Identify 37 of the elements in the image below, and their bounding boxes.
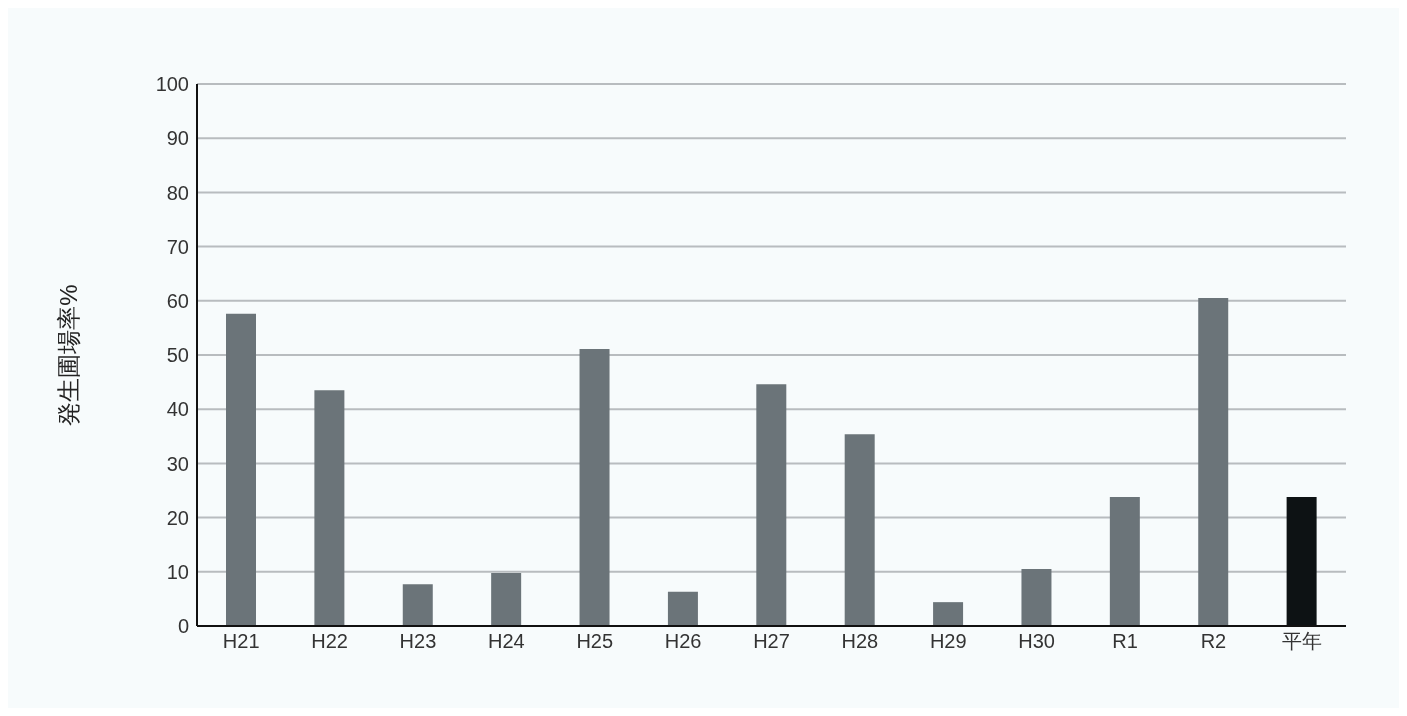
y-tick-label: 10 [166,560,189,583]
x-tick-label: H25 [576,630,614,653]
y-tick-label: 70 [166,235,189,258]
bar [579,349,610,626]
x-tick-label: H30 [1018,630,1056,653]
x-tick-label: H27 [753,630,790,653]
y-tick-label: 20 [166,506,189,529]
bar [756,384,787,626]
y-tick-label: 40 [166,398,189,421]
bar [844,434,875,626]
x-tick-label: H23 [399,630,437,653]
y-tick-label: 90 [166,127,189,150]
x-tick-label: H21 [222,630,260,653]
x-tick-label: 平年 [1281,630,1322,653]
x-tick-label: H28 [841,630,879,653]
y-tick-label: 80 [166,181,189,204]
bar [1109,497,1140,626]
x-tick-label: R1 [1112,630,1138,653]
bar [1021,569,1052,626]
y-tick-label: 0 [177,615,189,638]
y-axis-title: 発生圃場率% [54,284,82,426]
y-tick-label: 100 [155,73,189,96]
x-tick-label: H22 [311,630,348,653]
y-tick-label: 50 [166,344,189,367]
bar [314,390,345,626]
bar [226,313,256,626]
y-tick-label: 30 [166,452,189,475]
bar [933,602,964,626]
x-tick-label: H26 [664,630,702,653]
bar [667,591,698,626]
bar [402,584,433,626]
bar [491,572,522,626]
x-tick-label: H29 [929,630,967,653]
y-tick-label: 60 [166,289,189,312]
x-tick-label: R2 [1200,630,1227,653]
bar [1198,298,1229,626]
x-tick-label: H24 [487,630,525,653]
